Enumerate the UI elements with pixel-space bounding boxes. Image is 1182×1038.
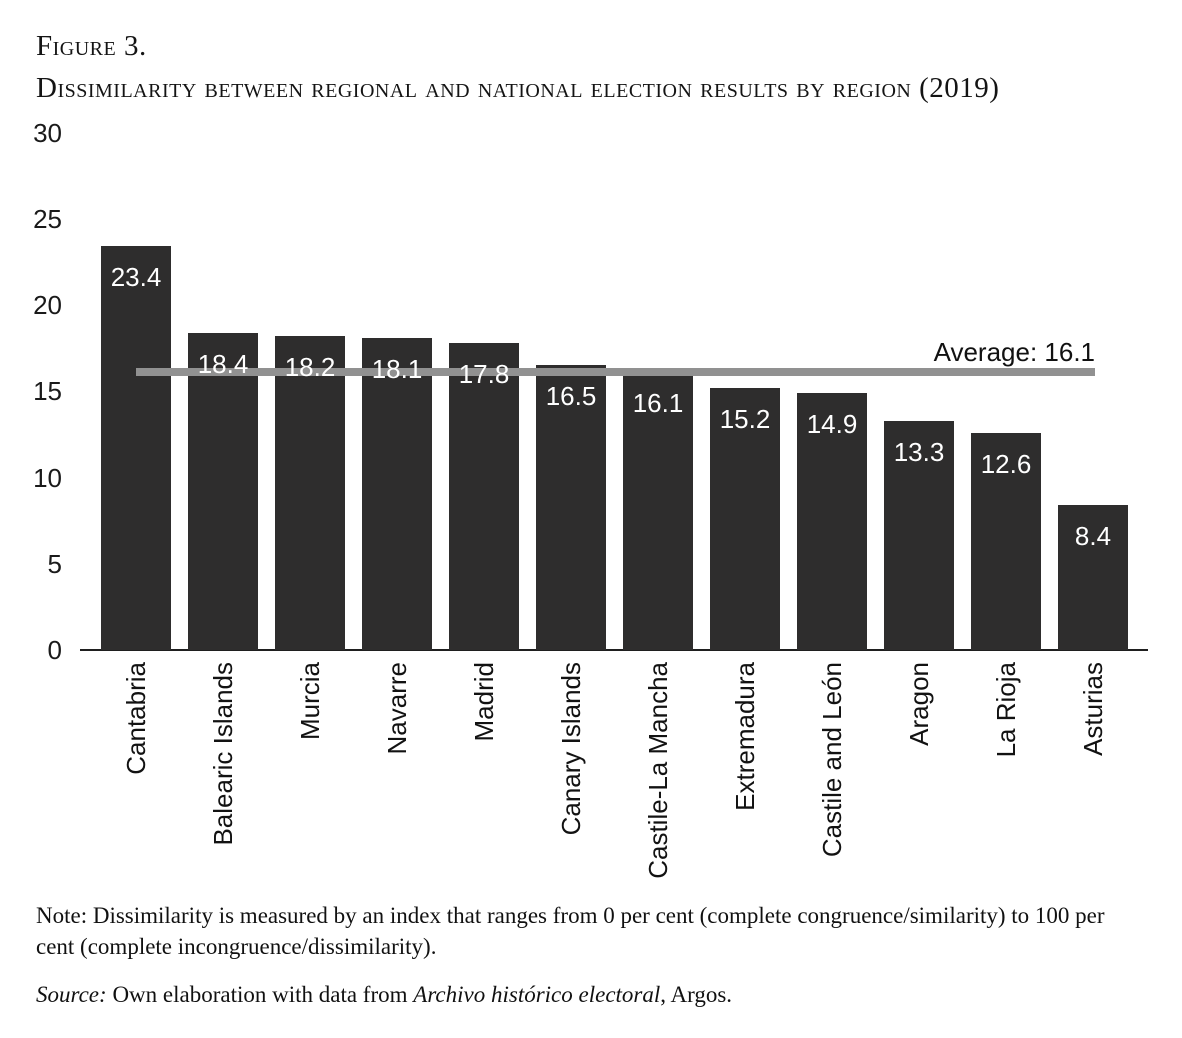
bar-value-label: 18.1: [371, 353, 423, 384]
y-axis-tick-label: 10: [33, 462, 62, 493]
note-line-1: Note: Dissimilarity is measured by an in…: [36, 903, 1105, 928]
bar: 23.4: [101, 246, 171, 650]
x-axis-category-label: Castile and León: [816, 662, 847, 858]
x-axis-category-label: Extremadura: [729, 662, 760, 811]
bar-value-label: 18.4: [197, 348, 249, 379]
bar: 12.6: [971, 432, 1041, 650]
x-axis-line: [80, 649, 1148, 651]
average-line: [136, 368, 1095, 376]
bar-value-label: 8.4: [1074, 521, 1112, 552]
source-label: Source:: [36, 982, 107, 1007]
x-axis-category-label: Navarre: [381, 662, 412, 755]
source-work-title: Archivo histórico electoral: [413, 982, 661, 1007]
y-axis-tick-label: 20: [33, 290, 62, 320]
source-text: Source: Own elaboration with data from A…: [36, 982, 732, 1008]
bar-value-label: 23.4: [110, 262, 162, 293]
bar-value-label: 16.1: [632, 388, 684, 419]
x-axis-category-label: Murcia: [294, 662, 325, 741]
bar: 18.4: [188, 332, 258, 650]
y-axis-tick-label: 25: [33, 203, 62, 234]
bar-value-label: 15.2: [719, 403, 771, 434]
bar: 17.8: [449, 342, 519, 650]
bar: 16.1: [623, 372, 693, 650]
source-end: , Argos.: [660, 982, 733, 1007]
x-axis-category-label: Cantabria: [120, 662, 151, 775]
note-line-2: cent (complete incongruence/dissimilarit…: [36, 934, 437, 959]
x-axis-category-label: La Rioja: [990, 662, 1021, 758]
bar: 18.2: [275, 336, 345, 650]
average-label: Average: 16.1: [933, 337, 1095, 367]
bar: 15.2: [710, 387, 780, 650]
bar-value-label: 13.3: [893, 436, 945, 467]
x-axis-category-label: Asturias: [1077, 662, 1108, 756]
x-axis-category-label: Balearic Islands: [207, 662, 238, 846]
y-axis-tick-label: 5: [47, 548, 62, 579]
bar: 13.3: [884, 420, 954, 650]
x-axis-category-label: Madrid: [468, 662, 499, 742]
figure-title: Dissimilarity between regional and natio…: [36, 72, 1000, 104]
x-axis-category-label: Canary Islands: [555, 662, 586, 836]
x-axis-category-label: Castile-La Mancha: [642, 662, 673, 879]
source-mid: Own elaboration with data from: [106, 982, 414, 1007]
bar-value-label: 16.5: [545, 381, 597, 412]
y-axis-tick-label: 15: [33, 376, 62, 407]
bar-value-label: 12.6: [980, 448, 1032, 479]
bar-value-label: 18.2: [284, 352, 336, 383]
y-axis-tick-label: 0: [47, 635, 62, 665]
x-axis-category-label: Aragon: [903, 662, 934, 746]
bar-value-label: 17.8: [458, 358, 510, 389]
bar: 14.9: [797, 392, 867, 650]
figure-label: Figure 3.: [36, 30, 147, 62]
bar-value-label: 14.9: [806, 408, 858, 439]
bar: 16.5: [536, 365, 606, 650]
note-text: Note: Dissimilarity is measured by an in…: [36, 900, 1105, 962]
bar: 18.1: [362, 337, 432, 650]
bar: 8.4: [1058, 505, 1128, 650]
y-axis-tick-label: 30: [33, 117, 62, 148]
